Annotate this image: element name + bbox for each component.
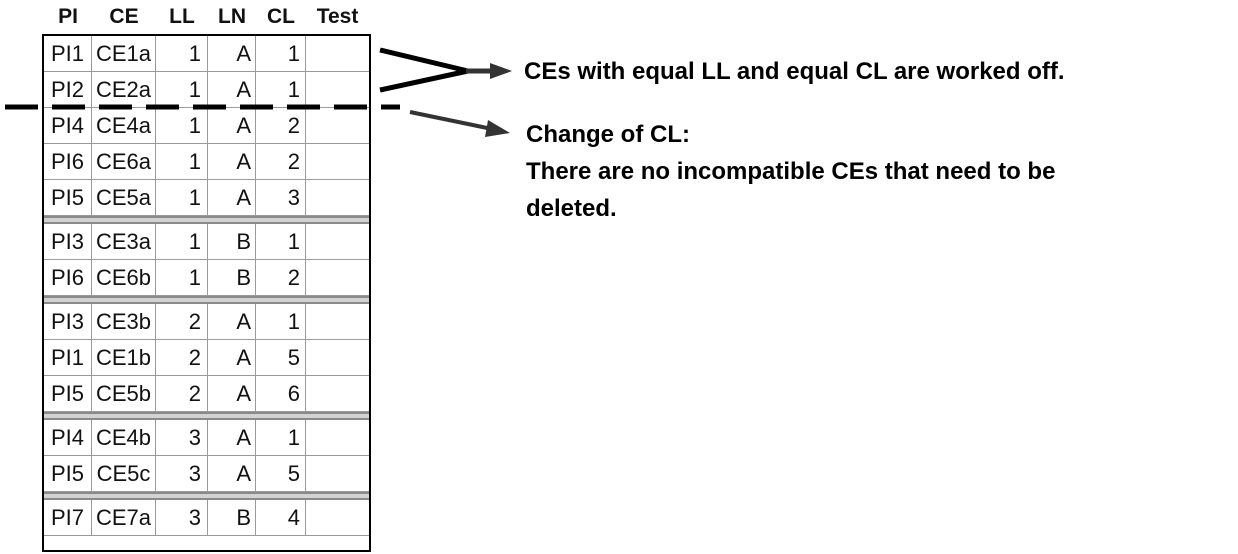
- annotation-line-1: Change of CL:: [526, 121, 690, 148]
- cell-pi: PI6: [44, 144, 92, 180]
- annotation-equal-ll-cl: CEs with equal LL and equal CL are worke…: [524, 58, 1065, 85]
- cell-cl: 1: [256, 420, 306, 456]
- cell-ce: CE5a: [92, 180, 156, 216]
- annotation-line-2: There are no incompatible CEs that need …: [526, 158, 1056, 185]
- header-ll: LL: [169, 5, 195, 28]
- cell-pi: PI5: [44, 376, 92, 412]
- cell-pi: PI1: [44, 340, 92, 376]
- cell-test: [306, 420, 369, 456]
- cell-ll: 2: [156, 376, 208, 412]
- cell-ce: CE6b: [92, 260, 156, 296]
- annotation-line-3: deleted.: [526, 195, 617, 222]
- cell-ce: CE1b: [92, 340, 156, 376]
- cell-ln: A: [208, 340, 256, 376]
- annotation-change-of-cl: Change of CL: There are no incompatible …: [526, 116, 1055, 227]
- cell-ll: 1: [156, 180, 208, 216]
- group-separator: [44, 216, 369, 224]
- group-separator: [44, 492, 369, 500]
- cell-ce: CE1a: [92, 36, 156, 72]
- cell-test: [306, 144, 369, 180]
- group-separator: [44, 296, 369, 304]
- cell-ll: 1: [156, 144, 208, 180]
- cell-cl: 2: [256, 260, 306, 296]
- cell-test: [306, 36, 369, 72]
- cell-ln: A: [208, 180, 256, 216]
- cell-cl: 5: [256, 340, 306, 376]
- cell-pi: PI5: [44, 180, 92, 216]
- cell-ce: CE4b: [92, 420, 156, 456]
- arrow-2-head: [485, 120, 510, 137]
- cell-pi: PI6: [44, 260, 92, 296]
- cell-ll: 3: [156, 500, 208, 536]
- cell-test: [306, 224, 369, 260]
- cell-ln: A: [208, 72, 256, 108]
- cell-cl: 1: [256, 304, 306, 340]
- cell-pi: PI4: [44, 108, 92, 144]
- cell-cl: 1: [256, 72, 306, 108]
- converging-lines: [379, 47, 469, 93]
- cell-pi: PI4: [44, 420, 92, 456]
- cell-pi: PI7: [44, 500, 92, 536]
- cell-ln: A: [208, 420, 256, 456]
- cell-test: [306, 108, 369, 144]
- cell-test: [306, 500, 369, 536]
- cell-test: [306, 376, 369, 412]
- header-ce: CE: [109, 5, 139, 28]
- cell-test: [306, 456, 369, 492]
- header-cl: CL: [267, 5, 295, 28]
- cell-ll: 1: [156, 36, 208, 72]
- cell-test: [306, 340, 369, 376]
- cell-ll: 2: [156, 304, 208, 340]
- cell-ce: CE7a: [92, 500, 156, 536]
- cell-pi: PI3: [44, 304, 92, 340]
- arrow-1-head: [490, 63, 512, 79]
- cell-cl: 5: [256, 456, 306, 492]
- cell-ll: 1: [156, 108, 208, 144]
- header-pi: PI: [58, 5, 78, 28]
- cell-test: [306, 180, 369, 216]
- cell-cl: 1: [256, 36, 306, 72]
- cell-ll: 3: [156, 456, 208, 492]
- cell-test: [306, 304, 369, 340]
- cell-ln: A: [208, 456, 256, 492]
- cell-pi: PI3: [44, 224, 92, 260]
- cell-ce: CE3b: [92, 304, 156, 340]
- cell-ln: A: [208, 36, 256, 72]
- cell-ce: CE3a: [92, 224, 156, 260]
- cell-ln: B: [208, 260, 256, 296]
- cell-ln: B: [208, 500, 256, 536]
- cell-ce: CE5b: [92, 376, 156, 412]
- cell-ll: 2: [156, 340, 208, 376]
- cell-ln: A: [208, 144, 256, 180]
- cell-cl: 4: [256, 500, 306, 536]
- cell-ce: CE4a: [92, 108, 156, 144]
- header-ln: LN: [218, 5, 246, 28]
- cell-ln: A: [208, 376, 256, 412]
- cell-ln: A: [208, 108, 256, 144]
- cell-ln: B: [208, 224, 256, 260]
- cell-ce: CE6a: [92, 144, 156, 180]
- cell-cl: 1: [256, 224, 306, 260]
- cell-ln: A: [208, 304, 256, 340]
- cell-test: [306, 260, 369, 296]
- cell-ce: CE5c: [92, 456, 156, 492]
- cell-ll: 3: [156, 420, 208, 456]
- cell-ll: 1: [156, 72, 208, 108]
- cell-ll: 1: [156, 224, 208, 260]
- header-test: Test: [316, 5, 359, 28]
- cell-cl: 3: [256, 180, 306, 216]
- cell-pi: PI1: [44, 36, 92, 72]
- cell-pi: PI5: [44, 456, 92, 492]
- cell-cl: 2: [256, 144, 306, 180]
- cell-cl: 2: [256, 108, 306, 144]
- arrow-2-line: [409, 110, 493, 131]
- cell-cl: 6: [256, 376, 306, 412]
- cell-ll: 1: [156, 260, 208, 296]
- group-separator: [44, 412, 369, 420]
